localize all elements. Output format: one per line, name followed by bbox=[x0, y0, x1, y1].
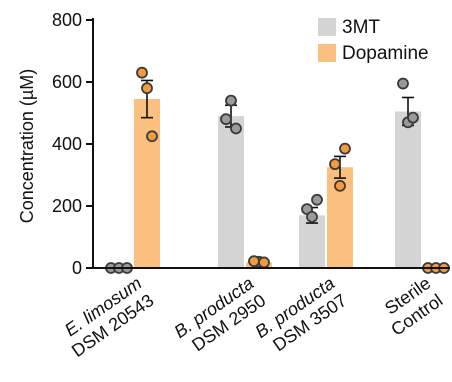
plot-area bbox=[105, 66, 450, 274]
data-point-3mt bbox=[230, 122, 242, 135]
bar-3mt bbox=[299, 215, 325, 268]
bar-3mt bbox=[395, 111, 421, 268]
legend-swatch-dopamine bbox=[318, 44, 336, 62]
bar-3mt bbox=[218, 116, 244, 268]
legend-label-3mt: 3MT bbox=[342, 17, 380, 38]
y-tick-label: 200 bbox=[52, 196, 82, 216]
y-axis: Concentration (µM) 0 200 400 600 800 bbox=[17, 10, 94, 278]
y-axis-title: Concentration (µM) bbox=[17, 69, 37, 223]
data-point-3mt bbox=[311, 193, 323, 206]
y-tick-label: 400 bbox=[52, 134, 82, 154]
data-point-dopamine bbox=[339, 142, 351, 155]
x-axis: E. limosumDSM 20543 B. productaDSM 2950B.… bbox=[56, 267, 450, 361]
x-category-label: B. productaDSM 3507 bbox=[251, 273, 350, 359]
bar-dopamine bbox=[134, 99, 160, 268]
data-point-dopamine bbox=[136, 66, 148, 79]
data-point-3mt bbox=[397, 77, 409, 90]
x-category-label: SterileControl bbox=[375, 273, 446, 340]
data-point-3mt bbox=[306, 210, 318, 223]
y-tick-label: 800 bbox=[52, 10, 82, 30]
data-point-dopamine bbox=[258, 256, 270, 269]
legend-label-dopamine: Dopamine bbox=[342, 43, 429, 64]
y-tick-label: 600 bbox=[52, 72, 82, 92]
x-category-label: E. limosumDSM 20543 bbox=[56, 273, 157, 361]
data-point-dopamine bbox=[141, 82, 153, 95]
legend-swatch-3mt bbox=[318, 18, 336, 36]
data-point-3mt bbox=[220, 113, 232, 126]
data-point-3mt bbox=[225, 94, 237, 107]
y-tick-label: 0 bbox=[72, 258, 82, 278]
data-point-dopamine bbox=[146, 130, 158, 143]
x-category-label: B. productaDSM 2950 bbox=[170, 273, 269, 359]
data-point-3mt bbox=[407, 111, 419, 124]
legend: 3MT Dopamine bbox=[318, 17, 429, 64]
data-point-dopamine bbox=[248, 255, 260, 268]
data-point-dopamine bbox=[329, 158, 341, 171]
data-point-dopamine bbox=[334, 179, 346, 192]
